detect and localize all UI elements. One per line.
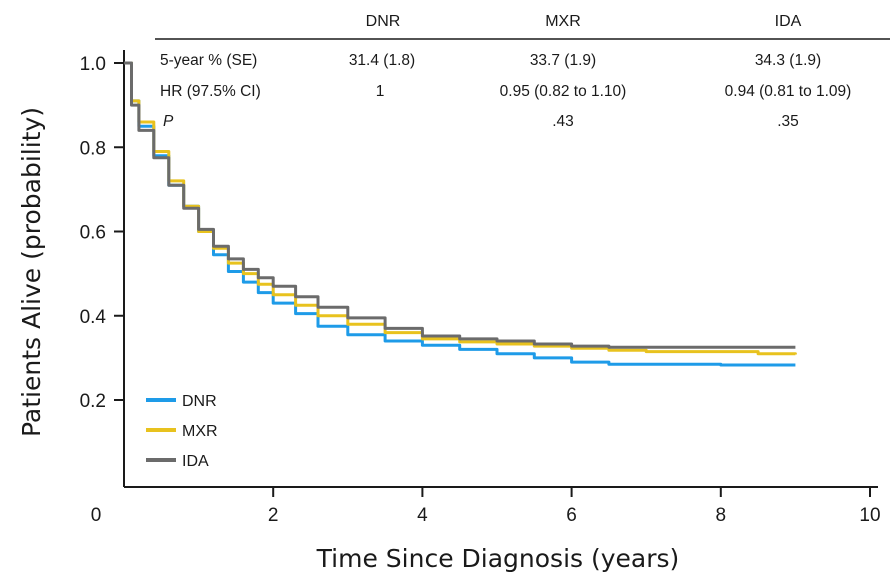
x-ticks: 0 2 4 6 8 10 — [91, 487, 881, 526]
table-cell: .35 — [777, 113, 799, 130]
x-tick-label: 6 — [566, 505, 577, 526]
legend-label-dnr: DNR — [182, 393, 217, 410]
table-cell: 0.94 (0.81 to 1.09) — [725, 83, 852, 100]
legend-label-ida: IDA — [182, 453, 209, 470]
series-line-ida — [124, 61, 796, 349]
series-line-dnr — [124, 61, 796, 367]
table-row-label: HR (97.5% CI) — [160, 83, 261, 100]
series-group — [124, 61, 797, 367]
table-header-ida: IDA — [775, 13, 802, 30]
x-tick-label: 2 — [268, 505, 279, 526]
y-tick-label: 0.4 — [80, 307, 107, 328]
table-row-label: P — [163, 113, 174, 130]
series-line-mxr — [124, 61, 797, 356]
y-tick-label: 0.6 — [80, 223, 106, 244]
x-tick-label: 4 — [417, 505, 428, 526]
table-cell: 34.3 (1.9) — [755, 52, 821, 69]
y-ticks: 0.2 0.4 0.6 0.8 1.0 — [80, 54, 124, 412]
axes: 0 2 4 6 8 10 0.2 0.4 0.6 0.8 1.0 — [80, 50, 881, 526]
table-cell: 33.7 (1.9) — [530, 52, 596, 69]
summary-table: DNR MXR IDA 5-year % (SE) 31.4 (1.8) 33.… — [155, 13, 890, 130]
y-tick-label: 1.0 — [80, 54, 106, 75]
x-tick-label: 10 — [859, 505, 880, 526]
legend: DNR MXR IDA — [146, 393, 218, 470]
table-row-label: 5-year % (SE) — [160, 52, 257, 69]
x-tick-label: 0 — [91, 505, 102, 526]
y-axis-title: Patients Alive (probability) — [17, 107, 46, 437]
table-header-mxr: MXR — [545, 13, 581, 30]
y-tick-label: 0.8 — [80, 138, 106, 159]
x-axis-title: Time Since Diagnosis (years) — [316, 544, 680, 573]
table-cell: 1 — [376, 83, 385, 100]
x-tick-label: 8 — [716, 505, 727, 526]
legend-label-mxr: MXR — [182, 423, 218, 440]
table-cell: .43 — [552, 113, 574, 130]
table-cell: 0.95 (0.82 to 1.10) — [500, 83, 627, 100]
table-header-dnr: DNR — [366, 13, 401, 30]
table-cell: 31.4 (1.8) — [349, 52, 415, 69]
y-tick-label: 0.2 — [80, 391, 106, 412]
